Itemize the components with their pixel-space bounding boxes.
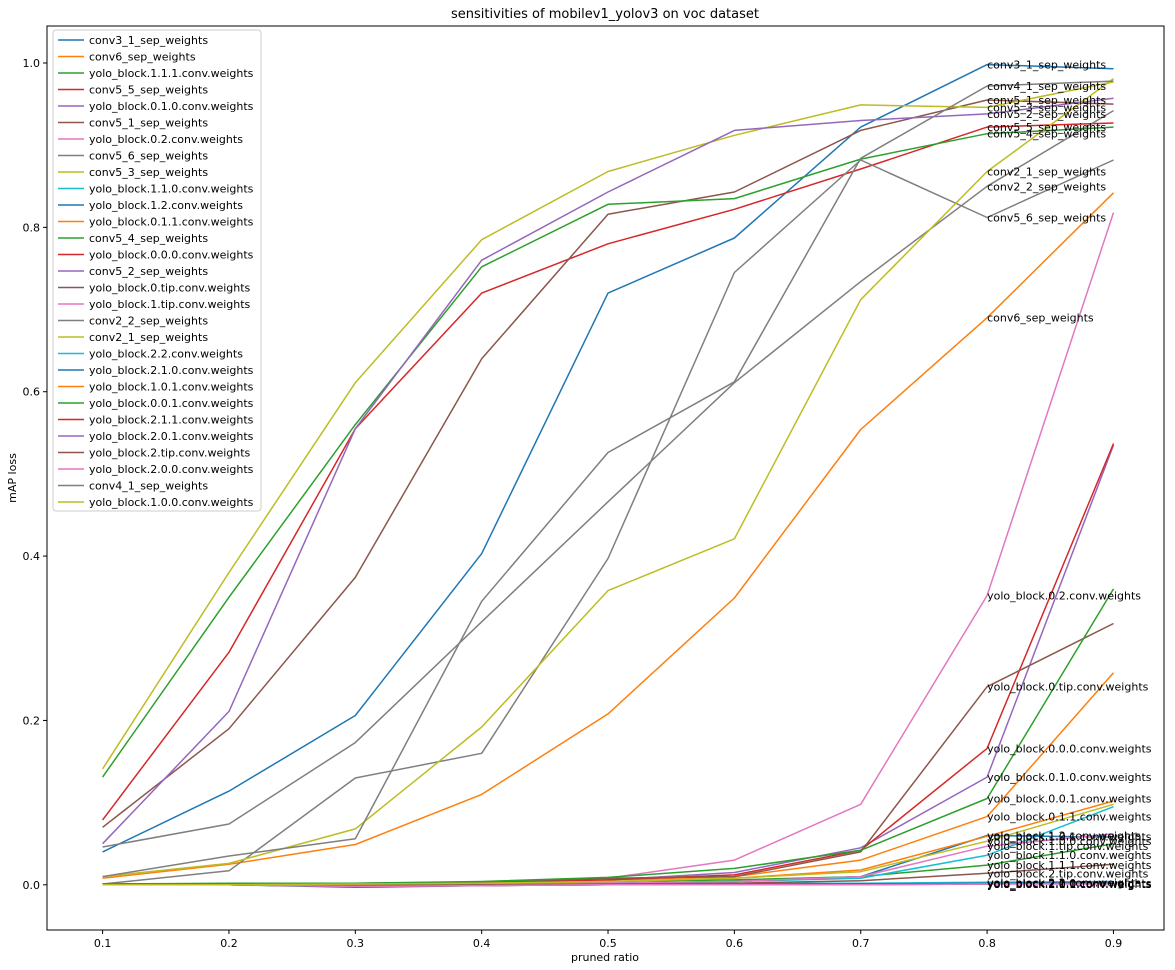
legend-label: conv5_1_sep_weights (89, 117, 208, 130)
y-tick-label: 0.8 (23, 221, 41, 234)
end-label: yolo_block.0.0.0.conv.weights (987, 742, 1152, 755)
legend-label: yolo_block.0.1.1.conv.weights (89, 216, 254, 229)
x-tick-label: 0.1 (94, 937, 112, 950)
legend-label: conv2_2_sep_weights (89, 315, 208, 328)
y-tick-label: 0.4 (23, 550, 41, 563)
legend-label: yolo_block.0.0.0.conv.weights (89, 249, 254, 262)
series-line-12 (101, 126, 1114, 778)
end-label: yolo_block.0.tip.conv.weights (987, 681, 1149, 694)
end-label: conv2_1_sep_weights (987, 165, 1106, 178)
x-tick-label: 0.3 (347, 937, 365, 950)
legend-frame (52, 29, 262, 512)
series-line-0 (102, 63, 1114, 853)
series-line-26 (102, 883, 1114, 888)
legend-label: conv2_1_sep_weights (89, 331, 208, 344)
legend-label: yolo_block.0.0.1.conv.weights (89, 397, 254, 410)
legend-label: conv3_1_sep_weights (89, 34, 208, 47)
x-tick-label: 0.7 (852, 937, 870, 950)
x-tick-label: 0.8 (978, 937, 996, 950)
end-label: yolo_block.2.1.0.conv.weights (987, 877, 1152, 890)
end-label: yolo_block.2.0.0.conv.weights (987, 878, 1152, 891)
legend-label: yolo_block.2.2.conv.weights (89, 348, 243, 361)
end-label: conv3_1_sep_weights (987, 59, 1106, 72)
legend-label: yolo_block.0.tip.conv.weights (89, 282, 251, 295)
y-axis-label: mAP loss (6, 453, 19, 503)
end-label: yolo_block.0.1.1.conv.weights (987, 811, 1152, 824)
end-label: yolo_block.0.0.1.conv.weights (987, 793, 1152, 806)
series-line-27 (102, 80, 1114, 878)
end-label: yolo_block.1.2.conv.weights (987, 829, 1141, 842)
end-label: yolo_block.2.1.1.conv.weights (987, 878, 1152, 891)
series-line-1 (102, 192, 1115, 879)
y-tick-label: 0.0 (23, 879, 41, 892)
end-label: yolo_block.1.0.0.conv.weights (987, 835, 1152, 848)
end-label: conv5_3_sep_weights (987, 101, 1106, 114)
legend-label: yolo_block.2.1.1.conv.weights (89, 414, 254, 427)
y-axis: 0.0 0.2 0.4 0.6 0.8 1.0 (23, 57, 47, 892)
legend-label: conv5_2_sep_weights (89, 265, 208, 278)
x-axis: 0.1 0.2 0.3 0.4 0.5 0.6 0.7 0.8 0.9 (94, 930, 1122, 950)
legend-label: yolo_block.2.tip.conv.weights (89, 447, 251, 460)
series-line-17 (102, 109, 1114, 848)
end-label: yolo_block.0.1.0.conv.weights (987, 771, 1152, 784)
legend-label: yolo_block.1.2.conv.weights (89, 199, 243, 212)
legend-label: yolo_block.2.0.1.conv.weights (89, 430, 254, 443)
series-lines (101, 63, 1115, 889)
legend-label: yolo_block.1.0.1.conv.weights (89, 381, 254, 394)
legend-label: yolo_block.1.tip.conv.weights (89, 298, 251, 311)
end-label: conv5_2_sep_weights (987, 108, 1106, 121)
end-label: yolo_block.2.0.1.conv.weights (987, 878, 1152, 891)
end-label: conv5_1_sep_weights (987, 94, 1106, 107)
end-label: yolo_block.0.2.conv.weights (987, 590, 1141, 603)
legend-label: yolo_block.1.1.0.conv.weights (89, 183, 254, 196)
legend-label: yolo_block.2.1.0.conv.weights (89, 364, 254, 377)
axes-frame (46, 25, 1165, 931)
end-label: yolo_block.1.1.0.conv.weights (987, 849, 1152, 862)
plot-area: conv3_1_sep_weightsconv6_sep_weightsyolo… (46, 25, 1165, 931)
series-line-8 (101, 81, 1114, 770)
x-tick-label: 0.4 (473, 937, 491, 950)
end-label: yolo_block.2.tip.conv.weights (987, 867, 1149, 880)
x-tick-label: 0.2 (220, 937, 238, 950)
legend-label: yolo_block.1.1.1.conv.weights (89, 67, 254, 80)
end-label: yolo_block.1.tip.conv.weights (987, 840, 1149, 853)
legend-label: yolo_block.0.2.conv.weights (89, 133, 243, 146)
y-tick-label: 0.6 (23, 386, 41, 399)
series-line-7 (102, 159, 1114, 885)
end-label: conv2_2_sep_weights (987, 180, 1106, 193)
x-tick-label: 0.5 (599, 937, 617, 950)
end-labels: conv3_1_sep_weights conv6_sep_weightsyolo… (987, 59, 1152, 891)
y-tick-label: 0.2 (23, 714, 41, 727)
series-line-14 (102, 97, 1114, 845)
series-line-3 (102, 122, 1114, 821)
x-tick-label: 0.9 (1105, 937, 1123, 950)
end-label: yolo_block.1.0.1.conv.weights (987, 830, 1152, 843)
chart-title: sensitivities of mobilev1_yolov3 on voc … (451, 7, 759, 22)
end-label: conv5_4_sep_weights (987, 128, 1106, 141)
end-label: conv5_6_sep_weights (987, 211, 1106, 224)
y-tick-label: 1.0 (23, 57, 41, 70)
legend-label: conv6_sep_weights (89, 51, 196, 64)
legend-items: conv3_1_sep_weights conv6_sep_weightsyolo… (58, 34, 254, 509)
end-label: conv4_1_sep_weights (987, 80, 1106, 93)
series-line-18 (102, 77, 1114, 878)
legend-label: conv5_6_sep_weights (89, 150, 208, 163)
end-label: conv5_5_sep_weights (987, 121, 1106, 134)
legend: conv3_1_sep_weights conv6_sep_weightsyolo… (52, 29, 262, 512)
end-label: yolo_block.2.2.conv.weights (987, 876, 1141, 889)
x-axis-label: pruned ratio (571, 951, 639, 964)
series-line-22 (102, 588, 1115, 885)
end-label: yolo_block.1.1.1.conv.weights (987, 859, 1152, 872)
end-label: conv6_sep_weights (987, 312, 1094, 325)
legend-label: conv5_4_sep_weights (89, 232, 208, 245)
legend-label: conv5_5_sep_weights (89, 84, 208, 97)
legend-label: conv5_3_sep_weights (89, 166, 208, 179)
legend-label: yolo_block.0.1.0.conv.weights (89, 100, 254, 113)
series-line-28 (102, 803, 1114, 886)
legend-label: conv4_1_sep_weights (89, 480, 208, 493)
legend-label: yolo_block.1.0.0.conv.weights (89, 496, 254, 509)
legend-label: yolo_block.2.0.0.conv.weights (89, 463, 254, 476)
x-tick-label: 0.6 (726, 937, 744, 950)
